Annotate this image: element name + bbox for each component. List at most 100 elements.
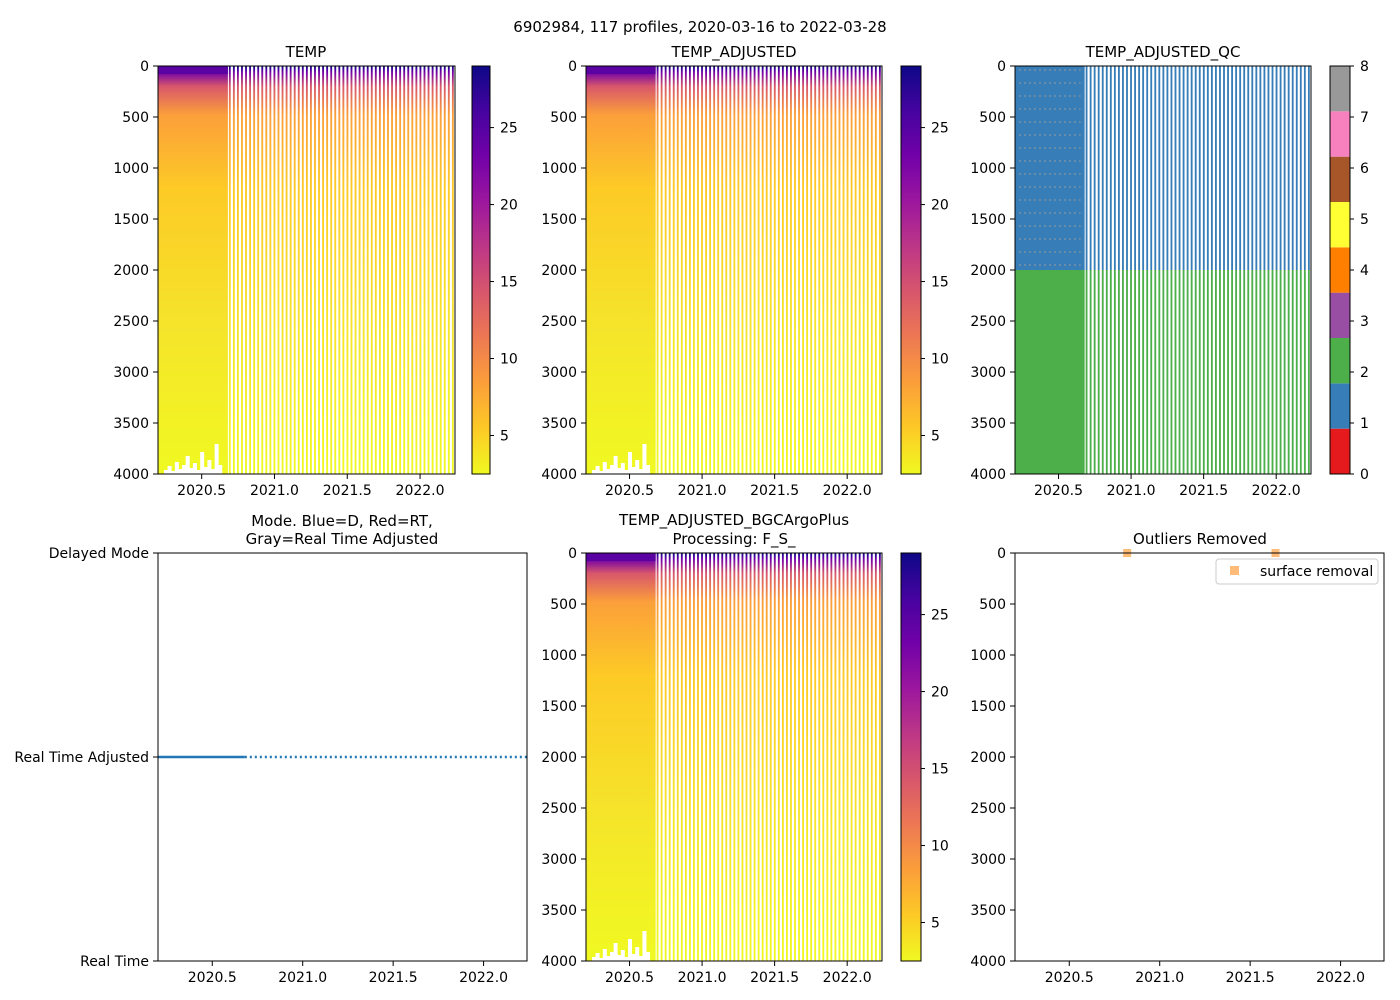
qc-column-upper [1089, 66, 1092, 270]
profile-column [785, 553, 788, 961]
profile-column [818, 553, 821, 961]
profile-column [281, 66, 284, 474]
panel-outliers: Outliers Removed 2020.5 2021.0 2021.5 2022.… [970, 530, 1385, 986]
x-tick-label: 2021.0 [678, 483, 727, 499]
qc-column-lower [1158, 270, 1161, 474]
qc-column-upper [1182, 66, 1185, 270]
y-tick-label: 2000 [113, 263, 149, 279]
qc-column-upper [1194, 66, 1197, 270]
qc-column-lower [1085, 270, 1088, 474]
profile-column [757, 553, 760, 961]
qc-column-lower [1142, 270, 1145, 474]
floor-gap [620, 950, 625, 961]
profile-column [737, 66, 740, 474]
y-tick-label: 0 [568, 59, 577, 75]
profile-column [309, 66, 312, 474]
profile-column [773, 553, 776, 961]
colorbar-tick-label: 10 [500, 352, 518, 368]
profile-column [870, 553, 873, 961]
profile-column [737, 553, 740, 961]
profile-column [806, 66, 809, 474]
panel-qc: TEMP_ADJUSTED_QC 2020.5 2021.0 2021.5 2022.… [970, 43, 1369, 499]
profile-column [765, 553, 768, 961]
colorbar-frame [900, 552, 922, 962]
panel-temp-adjusted-title: TEMP_ADJUSTED [670, 43, 796, 62]
profile-column [447, 66, 450, 474]
qc-column-upper [1158, 66, 1161, 270]
y-tick-label: 4000 [970, 954, 1006, 970]
dense-qc-lower [1015, 270, 1085, 474]
y-tick-label: Delayed Mode [49, 546, 149, 562]
profile-column [810, 553, 813, 961]
floor-gap [631, 954, 636, 961]
qc-column-lower [1279, 270, 1282, 474]
qc-color-swatch [1330, 66, 1350, 112]
floor-gap [164, 470, 168, 474]
qc-column-lower [1307, 270, 1310, 474]
qc-column-upper [1122, 66, 1124, 270]
colorbar-tick-label: 2 [1360, 365, 1369, 381]
colorbar-tick-label: 7 [1360, 110, 1369, 126]
profile-column [790, 553, 792, 961]
qc-column-upper [1117, 66, 1120, 270]
profile-column [785, 66, 788, 474]
qc-column-upper [1085, 66, 1088, 270]
dense-qc-upper [1015, 66, 1085, 270]
legend-label: surface removal [1260, 564, 1373, 580]
qc-column-upper [1283, 66, 1286, 270]
profile-column [850, 66, 853, 474]
profile-column [305, 66, 308, 474]
x-tick-label: 2022.0 [823, 483, 872, 499]
y-tick-label: 3500 [970, 903, 1006, 919]
profile-column [753, 66, 756, 474]
qc-column-upper [1097, 66, 1100, 270]
y-tick-label: 500 [122, 110, 149, 126]
y-tick-label: 2500 [541, 314, 577, 330]
qc-column-upper [1279, 66, 1282, 270]
panel-temp-adjusted: TEMP_ADJUSTED 2020.5 2021.0 2021.5 2022.0 0… [541, 43, 948, 499]
y-tick-label: 2000 [970, 750, 1006, 766]
y-tick-label: Real Time Adjusted [14, 750, 149, 766]
floor-gap [617, 468, 622, 474]
qc-column-lower [1146, 270, 1149, 474]
profile-column [709, 553, 712, 961]
x-tick-label: 2021.5 [1226, 970, 1275, 986]
y-tick-label: 3000 [541, 852, 577, 868]
profile-column [769, 66, 772, 474]
qc-column-upper [1105, 66, 1108, 270]
y-tick-label: 2500 [541, 801, 577, 817]
y-tick-label: 0 [997, 59, 1006, 75]
qc-column-upper [1287, 66, 1290, 270]
profile-column [664, 66, 667, 474]
qc-column-lower [1089, 270, 1092, 474]
qc-column-upper [1291, 66, 1294, 270]
profile-column [822, 66, 825, 474]
colorbar-tick-label: 5 [931, 916, 940, 932]
profile-column [656, 553, 659, 961]
colorbar-tick-label: 1 [1360, 416, 1369, 432]
qc-column-lower [1214, 270, 1217, 474]
profile-column [769, 553, 772, 961]
profile-column [387, 66, 389, 474]
qc-column-upper [1271, 66, 1274, 270]
profile-column [729, 66, 732, 474]
colorbar-tick-label: 15 [931, 275, 949, 291]
qc-column-lower [1101, 270, 1104, 474]
profile-column [878, 553, 881, 961]
x-tick-label: 2021.5 [750, 483, 799, 499]
profile-column [745, 66, 748, 474]
floor-gap [631, 467, 636, 474]
qc-column-lower [1170, 270, 1173, 474]
profile-column [862, 553, 865, 961]
profile-column [749, 66, 752, 474]
profile-column [777, 553, 780, 961]
profile-column [818, 66, 821, 474]
qc-column-upper [1130, 66, 1132, 270]
qc-column-upper [1239, 66, 1242, 270]
x-tick-label: 2021.5 [1179, 483, 1228, 499]
qc-column-upper [1146, 66, 1149, 270]
y-tick-label: 1500 [970, 212, 1006, 228]
profile-column [822, 553, 825, 961]
profile-column [358, 66, 361, 474]
